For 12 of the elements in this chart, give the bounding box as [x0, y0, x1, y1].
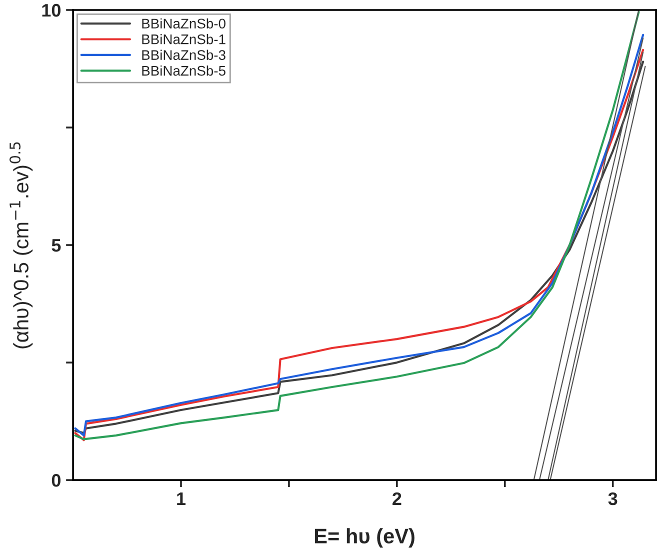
legend-label: BBiNaZnSb-1	[142, 34, 226, 44]
y-tick-label: 0	[52, 474, 60, 487]
legend-label: BBiNaZnSb-0	[142, 18, 226, 29]
x-axis-title: E= hυ (eV)	[315, 528, 414, 548]
y-tick-label: 5	[52, 239, 61, 252]
legend-label: BBiNaZnSb-5	[142, 66, 226, 76]
x-tick-label: 1	[177, 492, 186, 505]
x-tick-label: 2	[392, 492, 402, 505]
x-tick-label: 3	[608, 492, 618, 506]
y-tick-label: 10	[42, 4, 60, 17]
legend-label: BBiNaZnSb-3	[142, 50, 226, 60]
y-axis-title: (αhυ)^0.5 (cm$^{−1}$.ev)$^{0.5}$	[9, 142, 33, 348]
